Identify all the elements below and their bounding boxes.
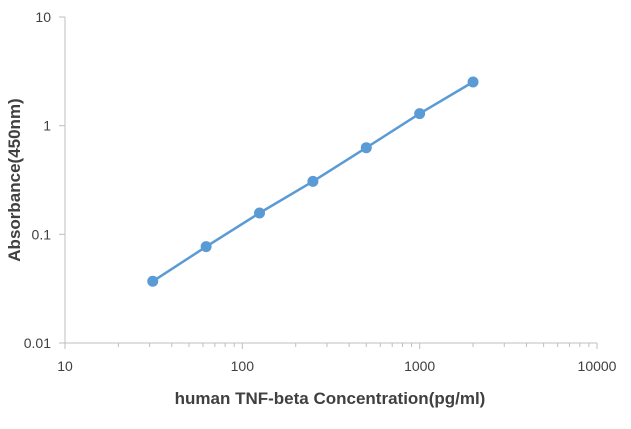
x-tick-label: 10000 — [578, 358, 617, 374]
x-axis-title: human TNF-beta Concentration(pg/ml) — [175, 389, 486, 408]
data-point — [200, 241, 212, 253]
data-point — [414, 108, 426, 120]
y-tick-label: 10 — [35, 9, 51, 25]
x-tick-label: 1000 — [404, 358, 435, 374]
x-tick-labels: 10 100 1000 10000 — [57, 358, 616, 374]
data-point — [360, 142, 372, 154]
data-point — [254, 207, 266, 219]
series-group — [147, 76, 479, 287]
data-point — [307, 175, 319, 187]
y-tick-labels: 0.01 0.1 1 10 — [24, 9, 51, 351]
y-axis-title: Absorbance(450nm) — [5, 98, 24, 261]
y-tick-label: 0.01 — [24, 335, 51, 351]
data-point — [147, 275, 159, 287]
y-tick-label: 0.1 — [32, 226, 52, 242]
x-tick-label: 100 — [231, 358, 255, 374]
x-tick-label: 10 — [57, 358, 73, 374]
axes — [59, 16, 598, 349]
y-tick-label: 1 — [43, 118, 51, 134]
data-point — [467, 76, 479, 88]
